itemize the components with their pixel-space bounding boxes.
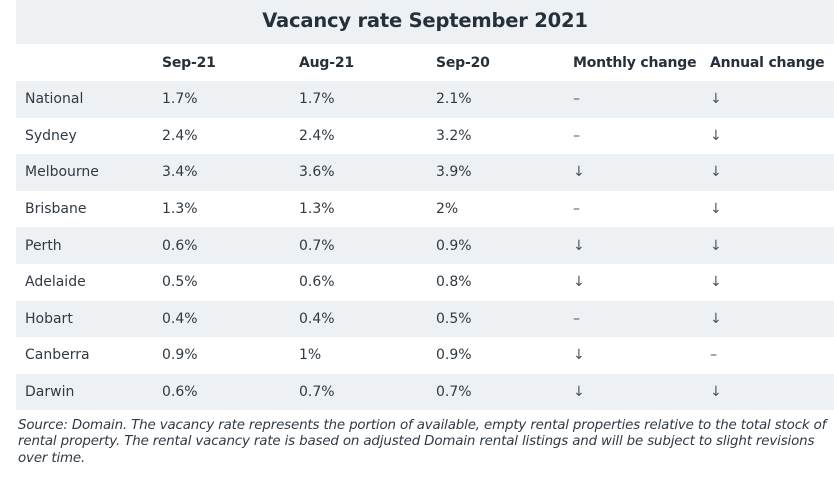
rate-cell: 3.6% bbox=[290, 154, 427, 191]
city-cell: Hobart bbox=[16, 300, 153, 338]
rate-cell: 0.4% bbox=[290, 300, 427, 338]
rate-cell: 0.6% bbox=[153, 373, 290, 411]
rate-cell: 0.6% bbox=[290, 263, 427, 301]
vacancy-table: Sep-21 Aug-21 Sep-20 Monthly change Annu… bbox=[16, 44, 834, 411]
table-row: Sydney 2.4% 2.4% 3.2% – ↓ bbox=[16, 117, 834, 155]
table-body: National 1.7% 1.7% 2.1% – ↓ Sydney 2.4% 2.4% 3.2%… bbox=[16, 81, 834, 411]
rate-cell: 0.7% bbox=[427, 373, 564, 411]
change-cell: ↓ bbox=[564, 154, 701, 191]
vacancy-table-card: Vacancy rate September 2021 Sep-21 Aug-2… bbox=[16, 0, 834, 411]
change-cell: – bbox=[701, 337, 834, 374]
header-row: Sep-21 Aug-21 Sep-20 Monthly change Annu… bbox=[16, 44, 834, 81]
change-cell: ↓ bbox=[701, 300, 834, 338]
source-note: Source: Domain. The vacancy rate represe… bbox=[18, 418, 827, 466]
city-cell: Darwin bbox=[16, 373, 153, 411]
change-cell: ↓ bbox=[564, 373, 701, 411]
city-cell: Sydney bbox=[16, 117, 153, 155]
city-cell: Perth bbox=[16, 227, 153, 264]
rate-cell: 0.9% bbox=[427, 337, 564, 374]
city-cell: National bbox=[16, 81, 153, 118]
change-cell: – bbox=[564, 117, 701, 155]
table-row: Canberra 0.9% 1% 0.9% ↓ – bbox=[16, 337, 834, 374]
rate-cell: 0.9% bbox=[153, 337, 290, 374]
rate-cell: 1.7% bbox=[153, 81, 290, 118]
rate-cell: 0.6% bbox=[153, 227, 290, 264]
rate-cell: 2% bbox=[427, 190, 564, 228]
table-row: National 1.7% 1.7% 2.1% – ↓ bbox=[16, 81, 834, 118]
column-header: Sep-21 bbox=[153, 44, 290, 81]
change-cell: ↓ bbox=[564, 227, 701, 264]
rate-cell: 0.8% bbox=[427, 263, 564, 301]
change-cell: ↓ bbox=[701, 117, 834, 155]
table-row: Adelaide 0.5% 0.6% 0.8% ↓ ↓ bbox=[16, 263, 834, 301]
rate-cell: 1.7% bbox=[290, 81, 427, 118]
change-cell: ↓ bbox=[564, 337, 701, 374]
city-cell: Melbourne bbox=[16, 154, 153, 191]
change-cell: – bbox=[564, 300, 701, 338]
rate-cell: 1.3% bbox=[290, 190, 427, 228]
change-cell: ↓ bbox=[701, 81, 834, 118]
table-row: Hobart 0.4% 0.4% 0.5% – ↓ bbox=[16, 300, 834, 338]
change-cell: – bbox=[564, 81, 701, 118]
column-header: Aug-21 bbox=[290, 44, 427, 81]
change-cell: ↓ bbox=[564, 263, 701, 301]
rate-cell: 1.3% bbox=[153, 190, 290, 228]
rate-cell: 0.9% bbox=[427, 227, 564, 264]
change-cell: ↓ bbox=[701, 190, 834, 228]
rate-cell: 0.7% bbox=[290, 227, 427, 264]
rate-cell: 3.2% bbox=[427, 117, 564, 155]
change-cell: ↓ bbox=[701, 373, 834, 411]
change-cell: – bbox=[564, 190, 701, 228]
table-row: Perth 0.6% 0.7% 0.9% ↓ ↓ bbox=[16, 227, 834, 264]
rate-cell: 0.5% bbox=[427, 300, 564, 338]
change-cell: ↓ bbox=[701, 227, 834, 264]
rate-cell: 3.9% bbox=[427, 154, 564, 191]
rate-cell: 2.1% bbox=[427, 81, 564, 118]
rate-cell: 2.4% bbox=[153, 117, 290, 155]
city-cell: Adelaide bbox=[16, 263, 153, 301]
rate-cell: 0.5% bbox=[153, 263, 290, 301]
table-row: Brisbane 1.3% 1.3% 2% – ↓ bbox=[16, 190, 834, 228]
rate-cell: 3.4% bbox=[153, 154, 290, 191]
change-cell: ↓ bbox=[701, 263, 834, 301]
rate-cell: 0.4% bbox=[153, 300, 290, 338]
column-header: Sep-20 bbox=[427, 44, 564, 81]
rate-cell: 0.7% bbox=[290, 373, 427, 411]
table-row: Darwin 0.6% 0.7% 0.7% ↓ ↓ bbox=[16, 373, 834, 411]
rate-cell: 1% bbox=[290, 337, 427, 374]
city-cell: Brisbane bbox=[16, 190, 153, 228]
city-cell: Canberra bbox=[16, 337, 153, 374]
table-title: Vacancy rate September 2021 bbox=[16, 0, 834, 44]
column-header: Monthly change bbox=[564, 44, 701, 81]
table-row: Melbourne 3.4% 3.6% 3.9% ↓ ↓ bbox=[16, 154, 834, 191]
rate-cell: 2.4% bbox=[290, 117, 427, 155]
change-cell: ↓ bbox=[701, 154, 834, 191]
column-header bbox=[16, 44, 153, 81]
column-header: Annual change bbox=[701, 44, 834, 81]
